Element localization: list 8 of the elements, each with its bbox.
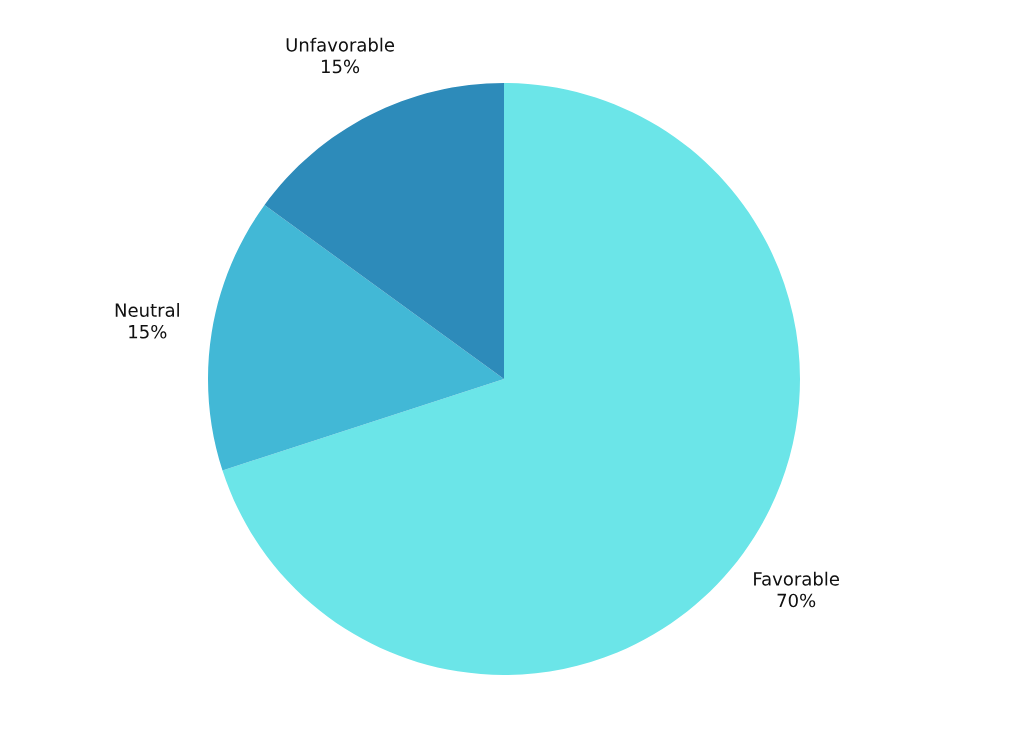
data-label: 15% [321, 59, 360, 74]
pie-slice [264, 83, 504, 379]
data-label: 15% [129, 324, 167, 339]
slice-label: Unfavorable [286, 37, 395, 52]
slice-label: Favorable [754, 571, 839, 586]
pie-slice [208, 205, 504, 471]
data-label: 70% [777, 593, 816, 608]
slice-label: Neutral [115, 302, 179, 317]
